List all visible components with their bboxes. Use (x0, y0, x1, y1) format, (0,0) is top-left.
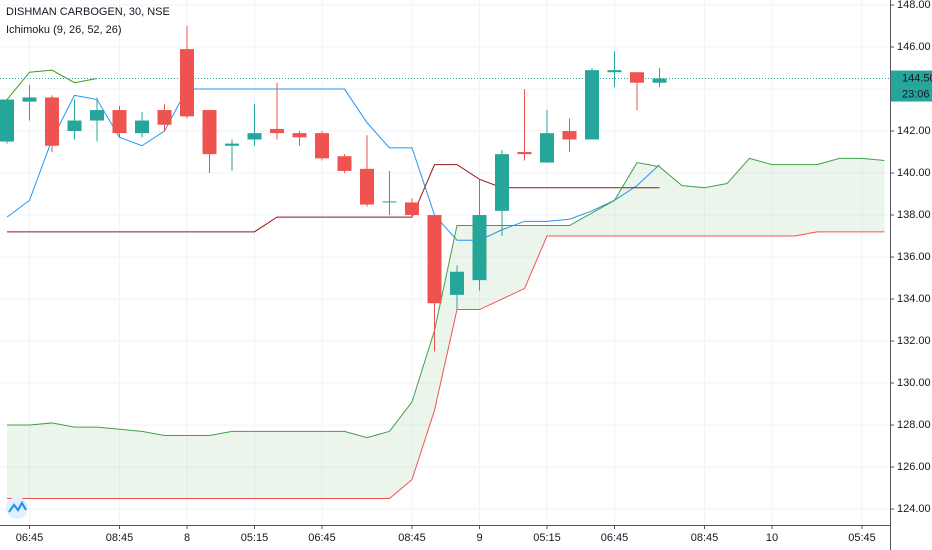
candle-body (630, 72, 644, 83)
x-tick-label: 06:45 (16, 532, 44, 544)
candle-body (67, 120, 82, 132)
candle-body (652, 78, 667, 83)
candle-body (382, 201, 397, 203)
candle-body (90, 110, 104, 121)
y-tick-label: 126.00 (897, 461, 931, 473)
y-tick-label: 146.00 (897, 41, 931, 53)
grid (0, 0, 890, 525)
x-tick-label: 06:45 (308, 532, 336, 544)
x-tick-label: 10 (766, 532, 778, 544)
countdown-box (891, 86, 932, 102)
indicator-line (7, 157, 885, 439)
axes: 124.00 126.00 128.00 130.00 132.00 134.00 136.… (16, 0, 932, 544)
y-tick-label: 136.00 (897, 251, 931, 263)
last-price-label: 144.50 (902, 72, 932, 84)
candle-body (540, 133, 554, 163)
indicator-label: Ichimoku (9, 26, 52, 26) (6, 24, 122, 36)
candle-body (22, 97, 37, 102)
x-tick-label: 05:45 (848, 532, 876, 544)
x-tick-label: 9 (476, 532, 482, 544)
indicator-line (7, 231, 885, 500)
x-tick-label: 05:15 (533, 532, 561, 544)
candle-body (45, 97, 59, 146)
x-tick-label: 08:45 (691, 532, 719, 544)
last-price-box (891, 70, 932, 87)
cloud-fill (7, 158, 885, 499)
x-tick-label: 8 (184, 532, 190, 544)
candle-body (292, 133, 307, 138)
candle-body (360, 168, 374, 205)
candle-body (607, 70, 622, 73)
y-tick-label: 140.00 (897, 167, 931, 179)
candle-body (135, 120, 149, 134)
y-tick-label: 128.00 (897, 419, 931, 431)
candle-body (585, 70, 599, 140)
candle-body (562, 131, 577, 140)
candle-body (427, 215, 442, 304)
chart-title: DISHMAN CARBOGEN, 30, NSE (6, 6, 170, 18)
logo-icon (8, 500, 27, 513)
y-tick-label: 142.00 (897, 125, 931, 137)
candle-body (517, 152, 532, 155)
y-tick-label: 148.00 (897, 0, 931, 11)
y-tick-label: 132.00 (897, 335, 931, 347)
candle-body (202, 110, 217, 155)
indicator-line (7, 164, 660, 233)
x-tick-label: 05:15 (241, 532, 269, 544)
candle-body (180, 49, 194, 117)
y-tick-label: 124.00 (897, 503, 931, 515)
candle-body (472, 215, 487, 281)
candle-body (247, 133, 262, 140)
logo (6, 497, 28, 519)
candle-body (405, 202, 419, 216)
candle-body (450, 271, 464, 295)
candle-body (337, 156, 352, 171)
candle-body (0, 99, 14, 142)
x-tick-label: 08:45 (398, 532, 426, 544)
y-tick-label: 138.00 (897, 209, 931, 221)
indicator-line (6, 69, 98, 100)
y-tick-label: 130.00 (897, 377, 931, 389)
candle-body (270, 128, 284, 134)
countdown-label: 23:06 (902, 88, 930, 100)
x-tick-label: 06:45 (601, 532, 629, 544)
candle-body (495, 154, 509, 211)
candle-body (315, 133, 329, 159)
plot (0, 26, 890, 500)
y-tick-label: 134.00 (897, 293, 931, 305)
candle-body (157, 110, 172, 125)
candle-body (225, 143, 239, 146)
x-tick-label: 08:45 (106, 532, 134, 544)
candle-body (112, 110, 127, 134)
